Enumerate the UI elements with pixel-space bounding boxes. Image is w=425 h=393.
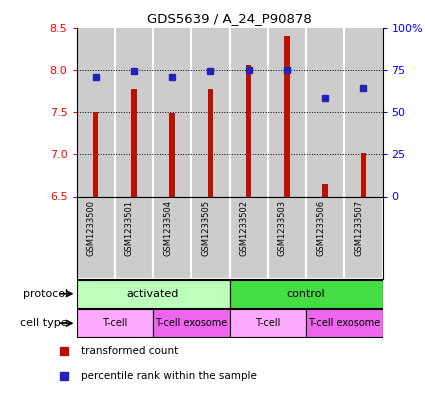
Bar — [306, 196, 344, 279]
Bar — [93, 112, 99, 196]
Bar — [268, 28, 306, 196]
Bar — [246, 65, 252, 196]
Text: percentile rank within the sample: percentile rank within the sample — [81, 371, 257, 381]
Bar — [344, 196, 382, 279]
Bar — [230, 280, 382, 308]
Text: activated: activated — [127, 289, 179, 299]
Text: control: control — [287, 289, 325, 299]
Bar — [284, 36, 290, 197]
Bar — [360, 152, 366, 196]
Bar — [207, 89, 213, 196]
Bar — [153, 28, 191, 196]
Bar — [268, 196, 306, 279]
Text: T-cell exosome: T-cell exosome — [308, 318, 380, 328]
Title: GDS5639 / A_24_P90878: GDS5639 / A_24_P90878 — [147, 12, 312, 25]
Bar — [306, 309, 382, 337]
Text: GSM1233507: GSM1233507 — [354, 200, 363, 256]
Bar — [191, 28, 230, 196]
Bar — [169, 113, 175, 196]
Text: GSM1233505: GSM1233505 — [201, 200, 210, 256]
Bar — [344, 28, 382, 196]
Bar — [115, 196, 153, 279]
Text: GSM1233502: GSM1233502 — [240, 200, 249, 256]
Text: transformed count: transformed count — [81, 346, 178, 356]
Text: cell type: cell type — [20, 318, 68, 328]
Bar — [131, 89, 137, 196]
Bar — [153, 196, 191, 279]
Bar — [306, 28, 344, 196]
Bar — [76, 196, 115, 279]
Bar — [230, 309, 306, 337]
Bar — [153, 309, 230, 337]
Bar — [230, 196, 268, 279]
Text: GSM1233500: GSM1233500 — [87, 200, 96, 256]
Bar — [191, 196, 230, 279]
Text: protocol: protocol — [23, 289, 68, 299]
Text: GSM1233504: GSM1233504 — [163, 200, 172, 256]
Bar — [76, 28, 115, 196]
Text: GSM1233501: GSM1233501 — [125, 200, 134, 256]
Text: GSM1233506: GSM1233506 — [316, 200, 325, 256]
Bar — [230, 28, 268, 196]
Bar — [322, 184, 328, 196]
Text: T-cell: T-cell — [102, 318, 128, 328]
Text: GSM1233503: GSM1233503 — [278, 200, 287, 256]
Text: T-cell exosome: T-cell exosome — [155, 318, 227, 328]
Bar — [76, 280, 230, 308]
Bar — [76, 309, 153, 337]
Bar — [115, 28, 153, 196]
Text: T-cell: T-cell — [255, 318, 280, 328]
